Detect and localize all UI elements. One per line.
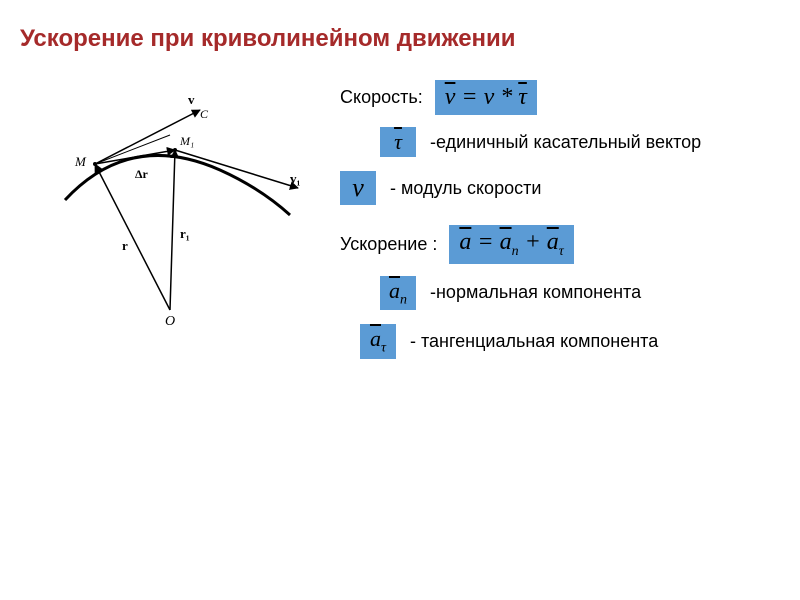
page-title: Ускорение при криволинейном движении bbox=[20, 25, 516, 53]
nu-description: - модуль скорости bbox=[390, 178, 541, 199]
svg-text:v₁: v₁ bbox=[290, 171, 301, 186]
an-row: an -нормальная компонента bbox=[380, 276, 780, 310]
acceleration-row: Ускорение : a = an + aτ bbox=[340, 225, 780, 264]
svg-text:O: O bbox=[165, 314, 175, 329]
at-symbol: aτ bbox=[360, 324, 396, 358]
an-description: -нормальная компонента bbox=[430, 282, 641, 303]
tau-row: τ -единичный касательный вектор bbox=[380, 127, 780, 157]
vector-diagram: O r r₁ Δr M M₁ v C v₁ bbox=[40, 80, 320, 330]
svg-text:M₁: M₁ bbox=[179, 134, 194, 148]
velocity-row: Скорость: v = v * τ bbox=[340, 80, 780, 115]
acceleration-equation: a = an + aτ bbox=[449, 225, 573, 264]
svg-text:r: r bbox=[122, 238, 128, 253]
velocity-equation: v = v * τ bbox=[435, 80, 537, 115]
tau-description: -единичный касательный вектор bbox=[430, 132, 701, 153]
svg-text:C: C bbox=[200, 107, 209, 121]
at-description: - тангенциальная компонента bbox=[410, 331, 658, 352]
velocity-label: Скорость: bbox=[340, 87, 423, 108]
svg-text:M: M bbox=[74, 154, 87, 169]
content-area: Скорость: v = v * τ τ -единичный касател… bbox=[340, 80, 780, 373]
at-row: aτ - тангенциальная компонента bbox=[360, 324, 780, 358]
svg-text:Δr: Δr bbox=[135, 167, 149, 181]
nu-row: ν - модуль скорости bbox=[340, 171, 780, 205]
acceleration-label: Ускорение : bbox=[340, 234, 437, 255]
an-symbol: an bbox=[380, 276, 416, 310]
svg-text:r₁: r₁ bbox=[180, 226, 190, 241]
svg-text:v: v bbox=[188, 92, 195, 107]
nu-symbol: ν bbox=[340, 171, 376, 205]
tau-symbol: τ bbox=[380, 127, 416, 157]
